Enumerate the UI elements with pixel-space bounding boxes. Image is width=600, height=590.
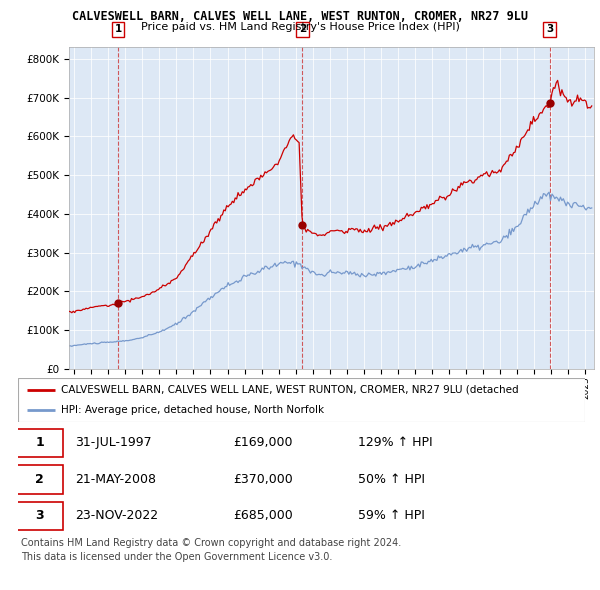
- Text: £685,000: £685,000: [233, 509, 293, 522]
- Text: 59% ↑ HPI: 59% ↑ HPI: [358, 509, 425, 522]
- FancyBboxPatch shape: [15, 502, 64, 530]
- Text: 2: 2: [35, 473, 44, 486]
- Text: CALVESWELL BARN, CALVES WELL LANE, WEST RUNTON, CROMER, NR27 9LU (detached: CALVESWELL BARN, CALVES WELL LANE, WEST …: [61, 385, 518, 395]
- Text: 3: 3: [546, 24, 553, 34]
- Text: 31-JUL-1997: 31-JUL-1997: [75, 437, 151, 450]
- Text: Price paid vs. HM Land Registry's House Price Index (HPI): Price paid vs. HM Land Registry's House …: [140, 22, 460, 32]
- Text: Contains HM Land Registry data © Crown copyright and database right 2024.: Contains HM Land Registry data © Crown c…: [21, 538, 401, 548]
- Text: CALVESWELL BARN, CALVES WELL LANE, WEST RUNTON, CROMER, NR27 9LU: CALVESWELL BARN, CALVES WELL LANE, WEST …: [72, 10, 528, 23]
- FancyBboxPatch shape: [15, 429, 64, 457]
- Text: £370,000: £370,000: [233, 473, 293, 486]
- Text: 2: 2: [299, 24, 306, 34]
- FancyBboxPatch shape: [15, 465, 64, 494]
- Text: 21-MAY-2008: 21-MAY-2008: [75, 473, 156, 486]
- Text: 129% ↑ HPI: 129% ↑ HPI: [358, 437, 433, 450]
- FancyBboxPatch shape: [18, 378, 585, 422]
- Text: 23-NOV-2022: 23-NOV-2022: [75, 509, 158, 522]
- Text: This data is licensed under the Open Government Licence v3.0.: This data is licensed under the Open Gov…: [21, 552, 332, 562]
- Text: HPI: Average price, detached house, North Norfolk: HPI: Average price, detached house, Nort…: [61, 405, 323, 415]
- Text: 50% ↑ HPI: 50% ↑ HPI: [358, 473, 425, 486]
- Text: 1: 1: [115, 24, 122, 34]
- Text: 3: 3: [35, 509, 44, 522]
- Text: £169,000: £169,000: [233, 437, 293, 450]
- Text: 1: 1: [35, 437, 44, 450]
